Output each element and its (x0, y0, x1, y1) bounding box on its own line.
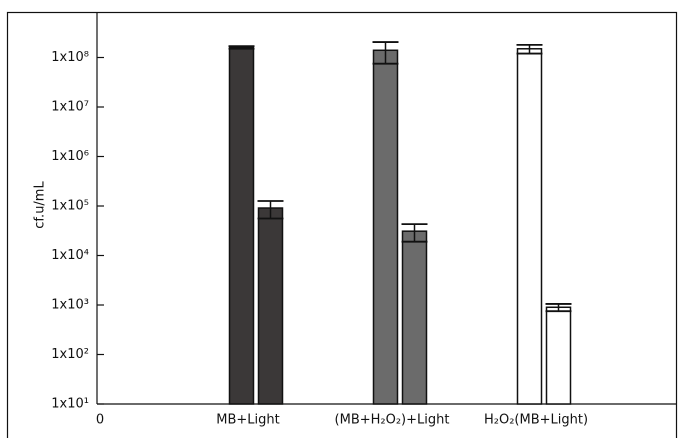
bar (545, 306, 572, 405)
bar (228, 46, 255, 405)
bar (516, 48, 543, 405)
y-tick-label: 1x10⁴ (51, 248, 89, 263)
chart-frame (6, 11, 678, 438)
y-tick-label: 1x10⁵ (51, 199, 89, 214)
y-tick-label: 1x10³ (51, 298, 89, 313)
bar (401, 230, 428, 405)
x-tick-label: (MB+H₂O₂)+Light (335, 413, 450, 428)
x-tick-label: MB+Light (216, 413, 279, 428)
x-tick-label: H₂O₂(MB+Light) (484, 413, 588, 428)
y-axis-label: cf.u/mL (33, 181, 48, 229)
y-tick-label: 1x10² (51, 347, 89, 362)
y-tick-label: 1x10⁸ (51, 50, 89, 65)
y-tick-label: 1x10⁷ (51, 100, 89, 115)
y-tick-label: 1x10¹ (51, 397, 89, 412)
bar (257, 207, 284, 405)
x-origin-label: 0 (96, 413, 104, 428)
bar (372, 49, 399, 405)
y-tick-label: 1x10⁶ (51, 149, 89, 164)
